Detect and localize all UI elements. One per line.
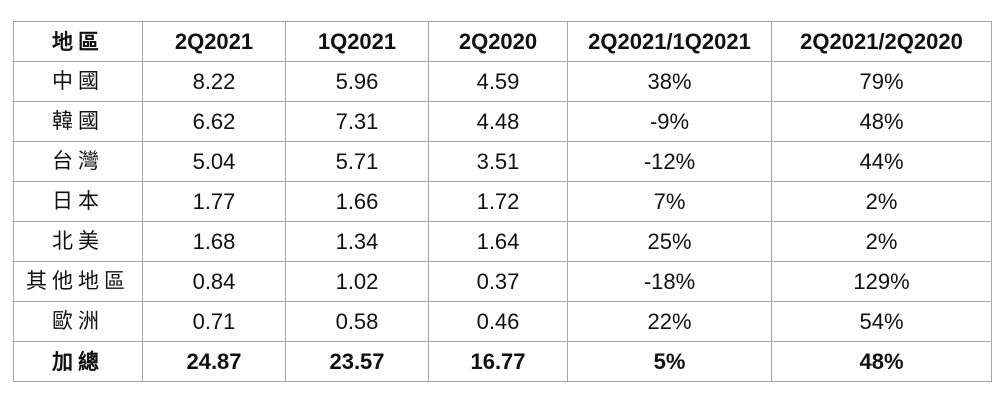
value-cell: 1.34 <box>285 221 429 262</box>
region-cell: 其他地區 <box>13 261 143 302</box>
percent-cell: 54% <box>771 301 992 342</box>
value-cell: 6.62 <box>142 101 286 142</box>
table-row: 韓國 6.62 7.31 4.48 -9% 48% <box>13 101 992 142</box>
value-cell: 4.48 <box>428 101 568 142</box>
value-cell: 1.66 <box>285 181 429 222</box>
percent-cell: 129% <box>771 261 992 302</box>
value-cell: 0.46 <box>428 301 568 342</box>
value-cell: 0.84 <box>142 261 286 302</box>
percent-cell: -18% <box>567 261 772 302</box>
value-cell: 0.58 <box>285 301 429 342</box>
value-cell: 1.68 <box>142 221 286 262</box>
region-cell: 日本 <box>13 181 143 222</box>
header-1q2021: 1Q2021 <box>285 21 429 62</box>
total-value-cell: 16.77 <box>428 341 568 382</box>
header-2q2020: 2Q2020 <box>428 21 568 62</box>
percent-cell: 2% <box>771 221 992 262</box>
total-percent-cell: 48% <box>771 341 992 382</box>
percent-cell: 79% <box>771 61 992 102</box>
value-cell: 1.02 <box>285 261 429 302</box>
table-row: 日本 1.77 1.66 1.72 7% 2% <box>13 181 992 222</box>
percent-cell: 7% <box>567 181 772 222</box>
value-cell: 1.72 <box>428 181 568 222</box>
table-row: 北美 1.68 1.34 1.64 25% 2% <box>13 221 992 262</box>
percent-cell: -12% <box>567 141 772 182</box>
value-cell: 4.59 <box>428 61 568 102</box>
total-percent-cell: 5% <box>567 341 772 382</box>
table-row: 中國 8.22 5.96 4.59 38% 79% <box>13 61 992 102</box>
value-cell: 5.96 <box>285 61 429 102</box>
percent-cell: 2% <box>771 181 992 222</box>
percent-cell: 48% <box>771 101 992 142</box>
table-row: 台灣 5.04 5.71 3.51 -12% 44% <box>13 141 992 182</box>
region-cell: 韓國 <box>13 101 143 142</box>
value-cell: 8.22 <box>142 61 286 102</box>
percent-cell: 25% <box>567 221 772 262</box>
table-row: 歐洲 0.71 0.58 0.46 22% 54% <box>13 301 992 342</box>
table-row: 其他地區 0.84 1.02 0.37 -18% 129% <box>13 261 992 302</box>
region-cell: 歐洲 <box>13 301 143 342</box>
value-cell: 0.71 <box>142 301 286 342</box>
header-row: 地區 2Q2021 1Q2021 2Q2020 2Q2021/1Q2021 2Q… <box>13 21 992 62</box>
region-cell: 台灣 <box>13 141 143 182</box>
header-2q2021: 2Q2021 <box>142 21 286 62</box>
region-cell: 中國 <box>13 61 143 102</box>
total-row: 加總 24.87 23.57 16.77 5% 48% <box>13 341 992 382</box>
value-cell: 1.77 <box>142 181 286 222</box>
total-value-cell: 24.87 <box>142 341 286 382</box>
header-qoq-change: 2Q2021/1Q2021 <box>567 21 772 62</box>
value-cell: 5.04 <box>142 141 286 182</box>
value-cell: 1.64 <box>428 221 568 262</box>
total-label: 加總 <box>13 341 143 382</box>
value-cell: 0.37 <box>428 261 568 302</box>
percent-cell: 44% <box>771 141 992 182</box>
percent-cell: 38% <box>567 61 772 102</box>
value-cell: 5.71 <box>285 141 429 182</box>
percent-cell: -9% <box>567 101 772 142</box>
region-cell: 北美 <box>13 221 143 262</box>
header-region: 地區 <box>13 21 143 62</box>
header-yoy-change: 2Q2021/2Q2020 <box>771 21 992 62</box>
total-value-cell: 23.57 <box>285 341 429 382</box>
value-cell: 7.31 <box>285 101 429 142</box>
regional-data-table: 地區 2Q2021 1Q2021 2Q2020 2Q2021/1Q2021 2Q… <box>13 21 992 382</box>
value-cell: 3.51 <box>428 141 568 182</box>
percent-cell: 22% <box>567 301 772 342</box>
